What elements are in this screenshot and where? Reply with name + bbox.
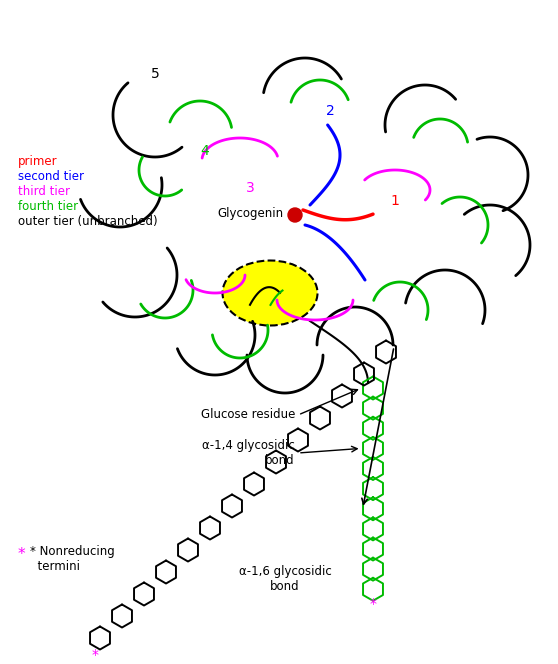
- Ellipse shape: [223, 260, 318, 325]
- Text: 3: 3: [246, 181, 254, 195]
- Text: α-1,4 glycosidic
bond: α-1,4 glycosidic bond: [202, 439, 295, 467]
- Text: Glucose residue: Glucose residue: [201, 408, 295, 422]
- Text: *: *: [92, 648, 99, 662]
- Text: Glycogenin: Glycogenin: [217, 207, 283, 220]
- Text: 5: 5: [151, 67, 160, 81]
- Text: α-1,6 glycosidic
bond: α-1,6 glycosidic bond: [239, 565, 331, 593]
- Text: 2: 2: [326, 104, 334, 118]
- Text: primer: primer: [18, 155, 57, 168]
- Text: *: *: [18, 547, 26, 562]
- Text: 4: 4: [201, 144, 209, 158]
- Text: * Nonreducing
  termini: * Nonreducing termini: [30, 545, 115, 573]
- Text: second tier: second tier: [18, 170, 84, 183]
- Text: outer tier (unbranched): outer tier (unbranched): [18, 215, 157, 228]
- Circle shape: [288, 208, 302, 222]
- Text: 1: 1: [391, 194, 400, 208]
- Text: third tier: third tier: [18, 185, 70, 198]
- Text: fourth tier: fourth tier: [18, 200, 78, 213]
- Text: *: *: [369, 597, 377, 611]
